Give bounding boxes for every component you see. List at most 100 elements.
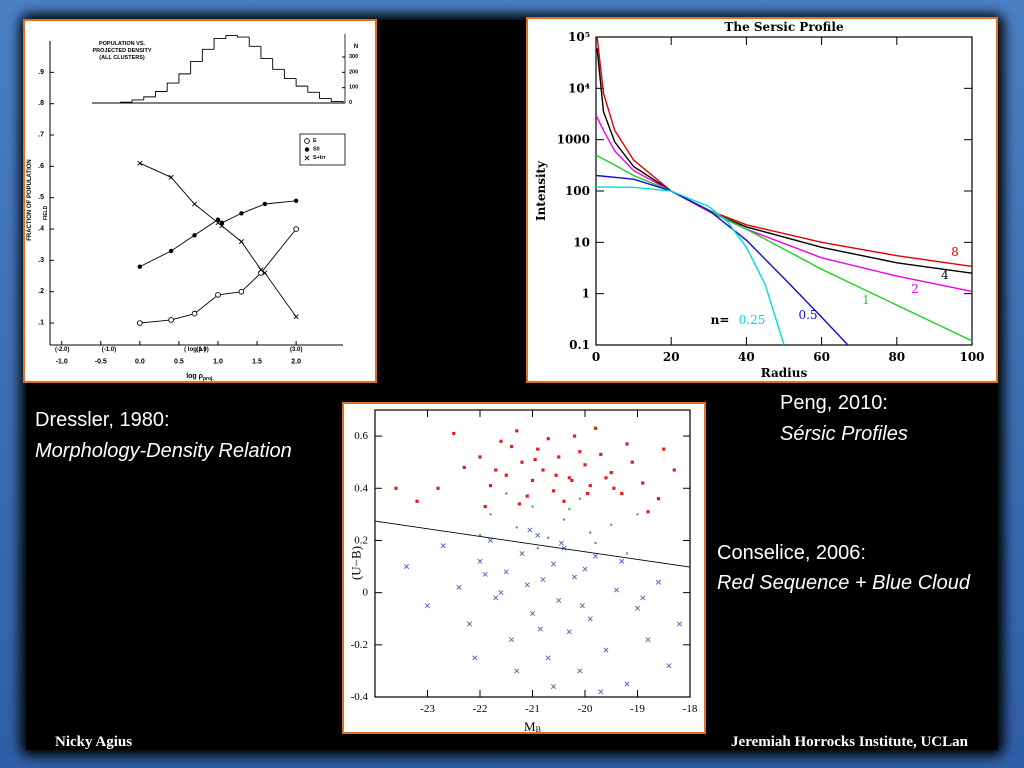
marker [554, 473, 558, 477]
marker [537, 626, 543, 632]
marker [137, 264, 143, 269]
marker [630, 460, 634, 464]
y-tick-label: .3 [38, 257, 44, 264]
caption-citation: Dressler, 1980: [35, 409, 170, 431]
marker [520, 460, 524, 464]
series-label: 4 [941, 268, 949, 282]
marker [598, 689, 604, 695]
x-tick-label: -0.5 [95, 359, 107, 366]
marker [571, 574, 578, 580]
marker [478, 455, 482, 459]
x-tick-label: 0.0 [135, 359, 145, 366]
series-label: 8 [951, 245, 959, 259]
marker [577, 668, 583, 674]
caption-topic: Morphology-Density Relation [35, 440, 292, 462]
figure-frame [23, 19, 377, 383]
histogram-bar [143, 96, 156, 100]
x-tick-label: 60 [813, 350, 830, 364]
marker [215, 220, 221, 226]
histogram-bar [283, 69, 297, 79]
legend-label: S0 [313, 147, 320, 153]
caption-citation: Conselice, 2006: [717, 542, 866, 564]
y-tick-label: 0.6 [354, 430, 368, 442]
legend-box [299, 133, 346, 166]
marker [487, 537, 494, 543]
series-label: 1 [862, 293, 870, 307]
x2-axis-label: ( log ρ ) [184, 347, 206, 353]
x-tick-label: -20 [578, 703, 593, 715]
marker [613, 587, 620, 593]
marker [536, 547, 539, 550]
marker [304, 138, 310, 144]
marker [215, 292, 221, 298]
marker [570, 478, 574, 483]
marker [262, 270, 268, 276]
marker [594, 541, 597, 545]
marker [662, 447, 666, 451]
y-tick-label: .7 [38, 132, 44, 139]
y-tick-label: 0 [363, 587, 369, 599]
marker [509, 444, 514, 449]
marker [436, 486, 440, 490]
marker [586, 491, 590, 496]
legend-label: S+Irr [313, 155, 327, 161]
marker [517, 502, 521, 506]
chart: -0.4 -0.2 0 0.2 0.4 0.6 -23 -22 -21 -20 -19 -18 MB (U… [349, 409, 698, 734]
inset-axis-label: N [354, 44, 358, 50]
marker [394, 486, 398, 490]
y-tick-label: 1 [582, 287, 590, 301]
marker [304, 147, 310, 152]
marker [262, 201, 268, 207]
x-tick-label: 80 [888, 350, 905, 364]
histogram-bar [272, 58, 285, 70]
marker [636, 513, 639, 516]
chart: .1 .2 .3 .4 .5 .6 .7 .8 .9 -1.0 -0.5 0.0 0.5 1.0 1.5 2.… [27, 34, 358, 382]
marker [566, 629, 572, 635]
x-tick-label: 2.0 [291, 359, 301, 366]
marker [588, 484, 592, 488]
histogram-bar [131, 99, 144, 103]
marker [504, 473, 508, 477]
marker [656, 497, 661, 501]
y-tick-label: 10⁴ [568, 81, 590, 95]
marker [168, 248, 174, 254]
y-tick-label: .2 [38, 288, 44, 295]
x2-tick-label: (-2.0) [55, 347, 69, 353]
histogram-bar [248, 37, 261, 47]
x-tick-label: -23 [420, 703, 435, 715]
histogram-bar [155, 91, 168, 97]
marker [567, 476, 571, 480]
marker [634, 605, 641, 611]
marker [592, 553, 599, 559]
x-tick-label: -1.0 [56, 359, 68, 366]
y-tick-label: .1 [38, 320, 44, 327]
marker [550, 561, 557, 567]
marker [625, 442, 629, 446]
x2-tick-label: (1.0) [196, 347, 208, 353]
y-tick-label: .5 [38, 194, 44, 201]
marker [258, 270, 264, 276]
marker [536, 447, 540, 451]
marker [192, 233, 197, 238]
marker [258, 267, 264, 273]
marker [498, 590, 504, 596]
x-axis-label: MB [524, 719, 541, 734]
y-tick-label: 100 [565, 184, 590, 198]
y-tick-label: 10⁵ [568, 30, 590, 44]
histogram-bar [190, 61, 203, 74]
marker [672, 468, 676, 472]
footer-institution: Jeremiah Horrocks Institute, UCLan [731, 734, 969, 750]
marker [603, 647, 609, 653]
x-tick-label: 1.0 [213, 359, 223, 366]
marker [593, 426, 598, 430]
marker [505, 492, 508, 495]
y-tick-label: .6 [38, 163, 44, 170]
y-axis-label: FRACTION OF POPULATION [27, 159, 33, 241]
marker [558, 540, 564, 546]
inset-tick-label: 200 [349, 69, 358, 75]
marker [493, 595, 499, 601]
inset-tick-label: 100 [349, 85, 358, 91]
histogram-bar [225, 35, 238, 39]
marker [462, 465, 466, 469]
